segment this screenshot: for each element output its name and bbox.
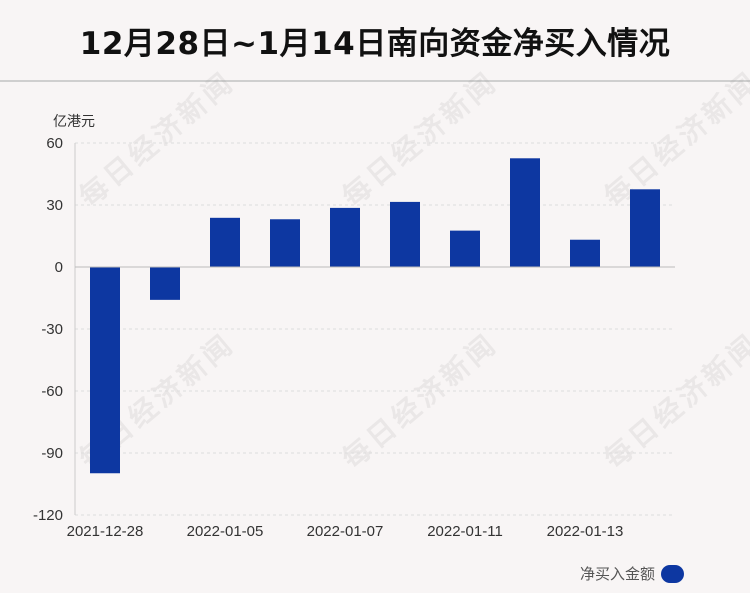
bar-2022-01-13 <box>570 239 600 267</box>
title-divider <box>0 80 750 82</box>
y-tick-label: 0 <box>55 259 63 276</box>
y-tick-label: -120 <box>33 507 63 524</box>
bar-2022-01-11 <box>450 230 480 267</box>
bar-2022-01-06 <box>270 219 300 267</box>
legend: 净买入金额 <box>580 563 684 584</box>
bar-2022-01-10 <box>390 201 420 267</box>
y-axis: 60 30 0 -30 -60 -90 -120 <box>33 135 76 524</box>
bar-2022-01-07 <box>330 207 360 267</box>
bar-2022-01-05 <box>210 217 240 267</box>
y-tick-label: -60 <box>41 383 63 400</box>
legend-label: 净买入金额 <box>579 565 655 583</box>
legend-swatch <box>661 564 684 583</box>
x-tick-label: 2022-01-05 <box>187 523 264 540</box>
bar-series <box>90 158 660 474</box>
chart-title: 12月28日~1月14日南向资金净买入情况 <box>79 26 671 62</box>
y-tick-label: -30 <box>41 321 63 338</box>
bar-2022-01-14 <box>630 189 660 267</box>
grid-lines <box>75 142 675 516</box>
y-tick-label: 60 <box>46 135 63 152</box>
y-tick-label: 30 <box>46 197 63 214</box>
y-tick-label: -90 <box>41 445 63 462</box>
bar-2021-12-29 <box>150 267 180 300</box>
x-tick-label: 2022-01-13 <box>547 523 624 540</box>
x-axis: 2021-12-28 2022-01-05 2022-01-07 2022-01-11… <box>67 266 675 540</box>
x-tick-label: 2022-01-11 <box>427 523 503 540</box>
bar-2022-01-12 <box>510 158 540 267</box>
x-tick-label: 2021-12-28 <box>67 523 144 540</box>
y-axis-unit: 亿港元 <box>53 114 95 130</box>
bar-2021-12-28 <box>90 267 120 474</box>
x-tick-label: 2022-01-07 <box>307 523 384 540</box>
